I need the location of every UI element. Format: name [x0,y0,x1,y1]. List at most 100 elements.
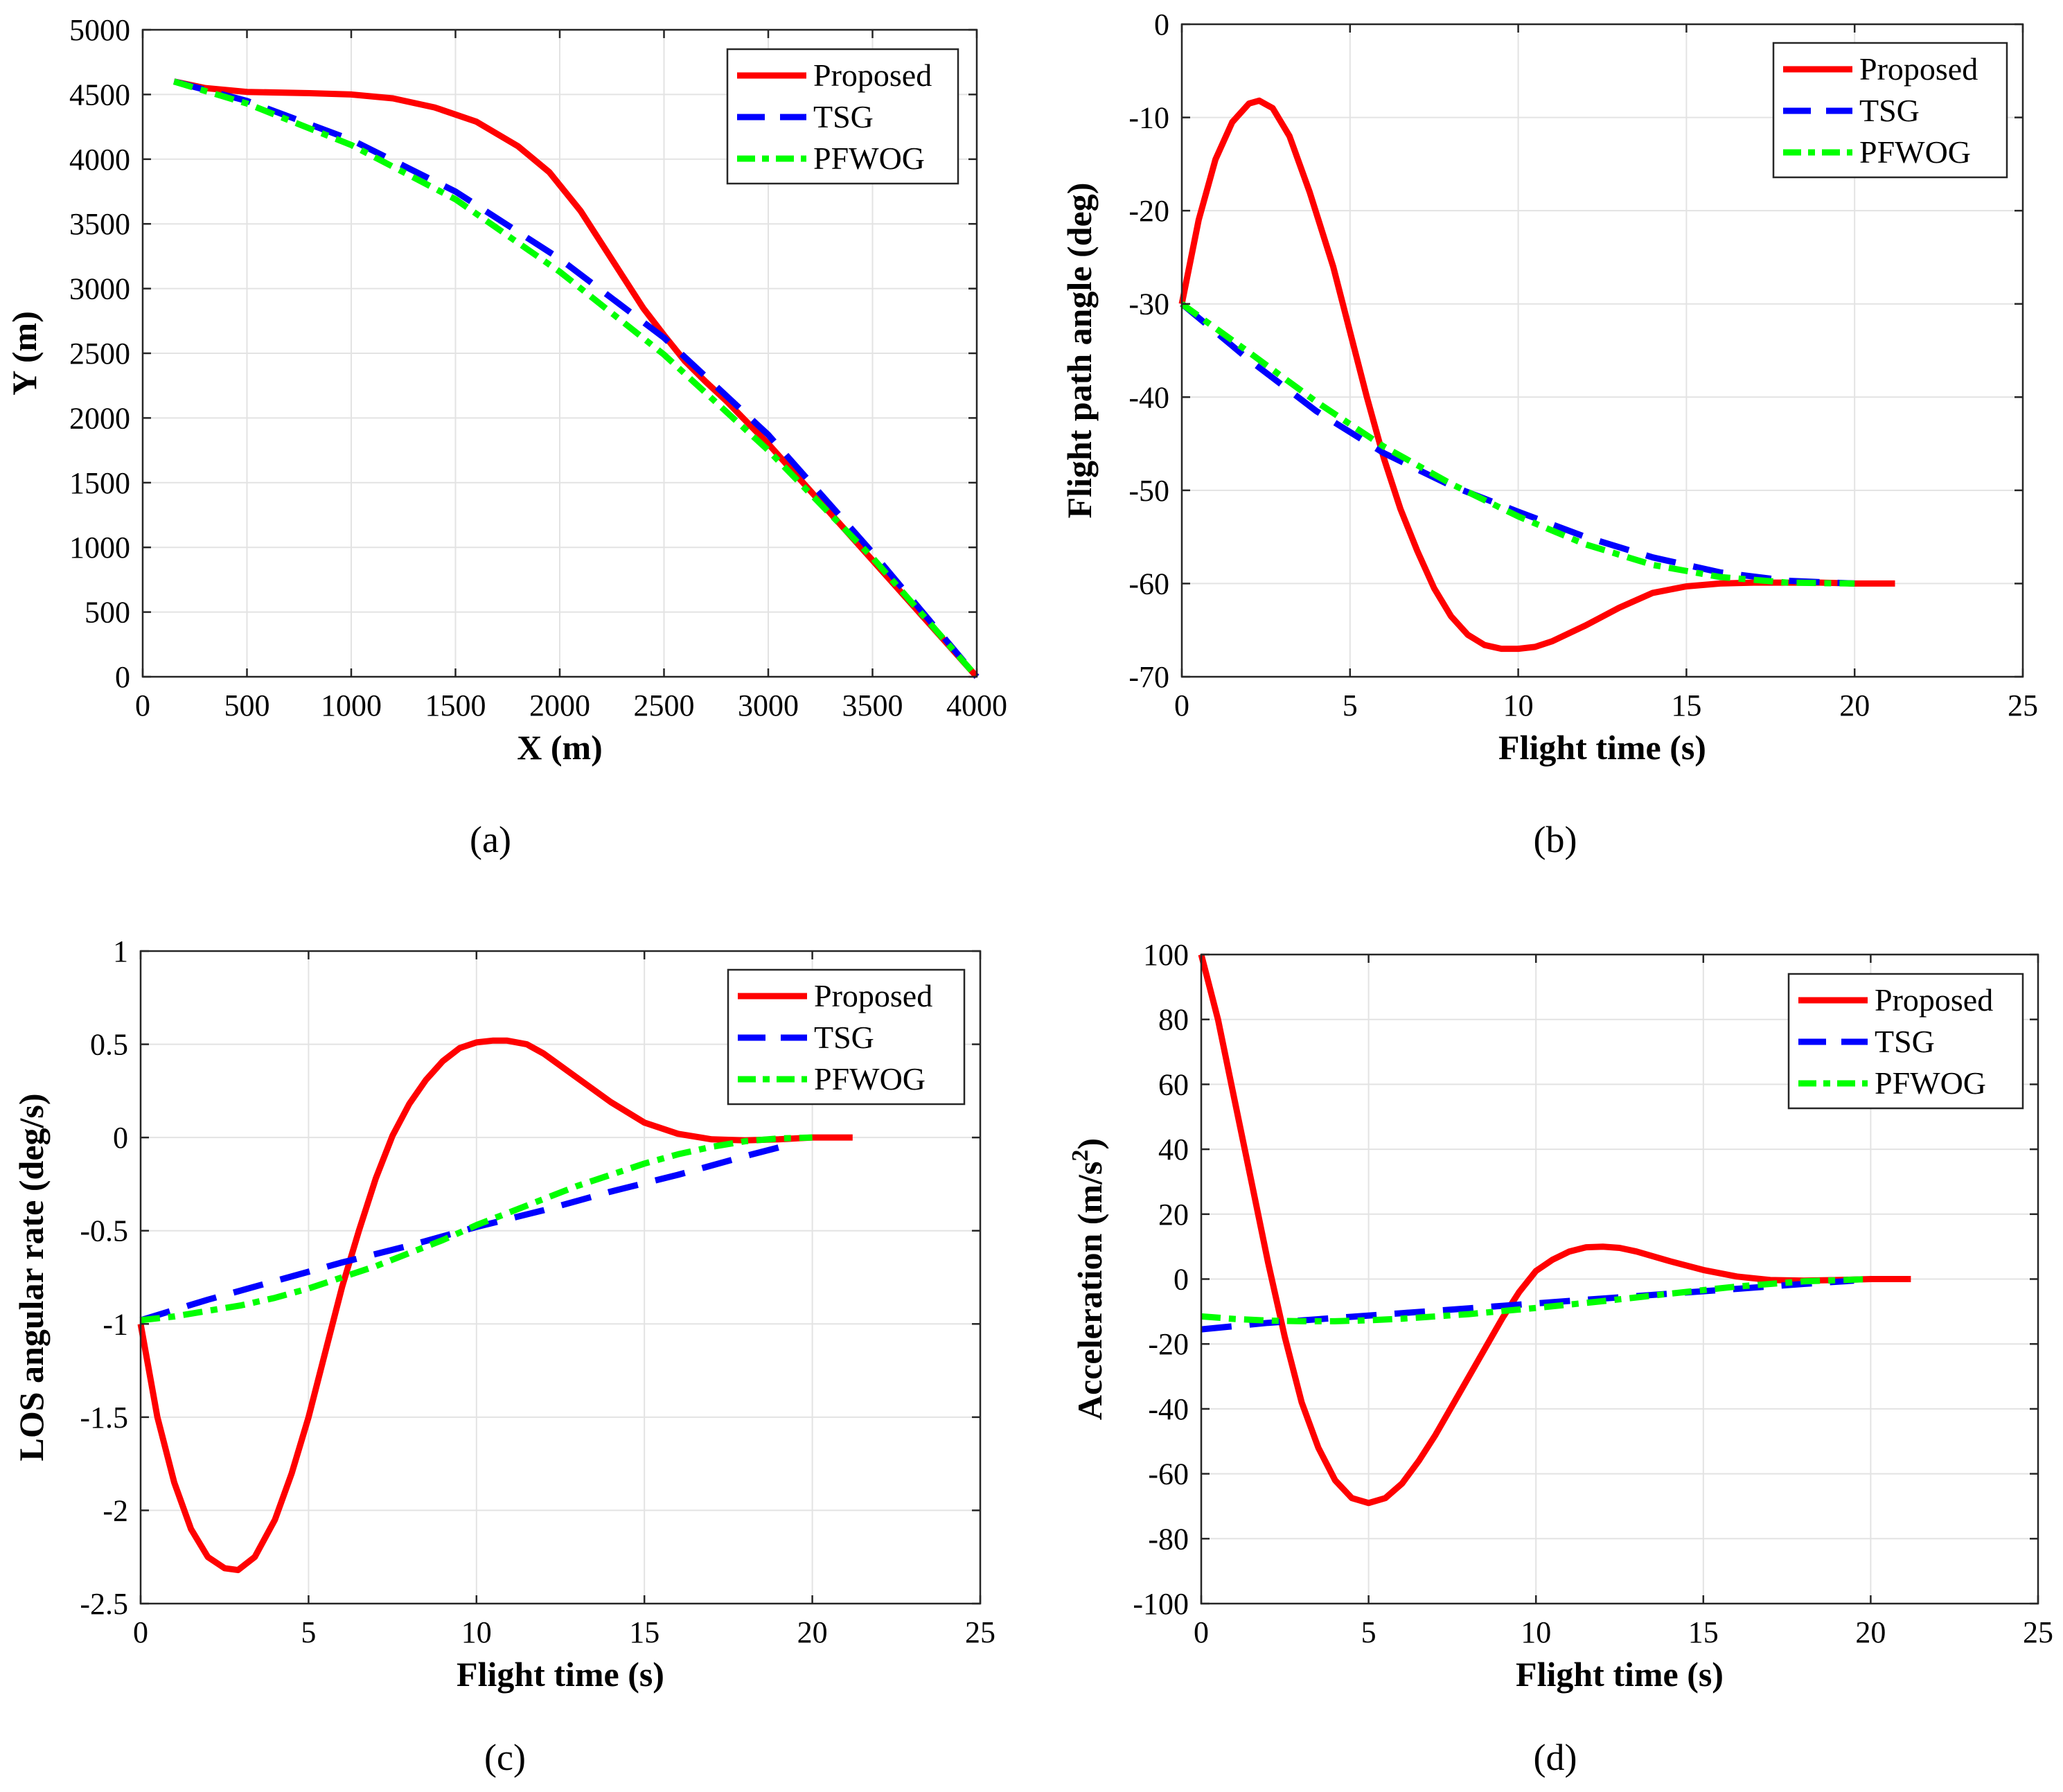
chart-panel-d: 0 5 10 15 20 25 -100 -80 -60 -40 -20 0 20 40 60 80 100 Fl… [1068,938,2053,1778]
legend-label: TSG [814,1020,874,1055]
y-tick-label: -60 [1128,567,1169,601]
x-tick-label: 500 [224,689,270,722]
legend: Proposed TSG PFWOG [727,968,966,1106]
chart-panel-a: 0 500 1000 1500 2000 2500 3000 3500 4000 0 500 1000… [5,13,1007,860]
y-tick-label: 80 [1158,1003,1189,1037]
y-tick-label: -60 [1148,1457,1189,1491]
x-tick-label: 5 [1361,1615,1376,1649]
x-tick-label: 1500 [425,689,486,722]
x-tick-label: 0 [135,689,150,722]
y-tick-label: -1 [103,1307,128,1341]
y-tick-label: 500 [85,596,130,630]
y-axis-label: Acceleration (m/s2) [1068,1138,1109,1420]
legend: Proposed TSG PFWOG [1787,973,2024,1110]
series-line-proposed [137,1037,853,1574]
y-tick-label: 0 [113,1121,128,1155]
legend-label: TSG [813,99,874,134]
y-tick-label: -40 [1148,1392,1189,1426]
series-line-pfwog [172,78,980,679]
legend-label: TSG [1875,1024,1935,1059]
x-tick-label: 1000 [321,689,382,722]
x-axis-label: Flight time (s) [1498,728,1706,767]
y-axis-label: Flight path angle (deg) [1060,183,1099,519]
legend: Proposed TSG PFWOG [1772,42,2008,179]
x-tick-label: 15 [629,1615,659,1649]
y-tick-label: -100 [1133,1587,1189,1621]
y-axis-label: Y (m) [5,311,44,396]
y-tick-label: -70 [1128,660,1169,694]
y-axis-label-tail: ) [1070,1138,1109,1150]
y-tick-label: -0.5 [80,1214,128,1248]
panel-label: (a) [470,819,511,860]
y-tick-label: 2000 [69,401,130,435]
x-tick-label: 10 [1521,1615,1551,1649]
x-tick-label: 20 [1839,689,1870,722]
chart-panel-b: 0 5 10 15 20 25 -70 -60 -50 -40 -30 -20 -10 0 Flight t… [1060,8,2038,860]
y-tick-label: 4500 [69,78,130,112]
plot-frame [139,950,982,1605]
legend-label: PFWOG [1859,134,1971,170]
x-tick-label: 15 [1671,689,1701,722]
panel-label: (d) [1534,1737,1577,1778]
x-tick-label: 4000 [946,689,1007,722]
series-line-proposed [1198,953,1911,1507]
series-line-proposed [1178,97,1895,653]
y-tick-label: 3000 [69,272,130,306]
x-tick-label: 25 [2023,1615,2053,1649]
x-tick-label: 25 [965,1615,995,1649]
y-tick-label: 100 [1143,938,1189,972]
series-line-pfwog [1201,1276,1871,1324]
legend-label: Proposed [813,57,932,93]
y-tick-label: 1 [113,934,128,968]
y-tick-label: -10 [1128,101,1169,135]
x-axis-label: Flight time (s) [1516,1655,1724,1694]
x-tick-label: 10 [461,1615,492,1649]
y-tick-label: -20 [1148,1327,1189,1361]
y-tick-label: 40 [1158,1133,1189,1166]
x-tick-label: 3000 [738,689,799,722]
x-tick-label: 15 [1688,1615,1719,1649]
plot-frame [1180,23,2024,678]
legend-label: Proposed [1859,51,1978,87]
x-tick-label: 20 [797,1615,828,1649]
panel-label: (c) [484,1737,526,1778]
y-tick-label: 3500 [69,207,130,241]
y-tick-label: -50 [1128,474,1169,508]
y-tick-label: -20 [1128,194,1169,228]
y-tick-label: 60 [1158,1067,1189,1101]
x-tick-label: 5 [301,1615,316,1649]
x-tick-label: 0 [1194,1615,1209,1649]
x-tick-label: 2000 [529,689,590,722]
legend-label: PFWOG [1875,1065,1986,1101]
y-axis-label-text: Y (m) [5,311,44,396]
y-axis-label-text: Flight path angle (deg) [1060,183,1099,519]
x-tick-label: 20 [1855,1615,1886,1649]
legend-label: TSG [1859,93,1920,128]
series-line-tsg [1180,301,1855,587]
x-tick-label: 10 [1503,689,1534,722]
y-tick-label: -80 [1148,1522,1189,1556]
y-tick-label: 0 [1154,8,1169,42]
legend-label: PFWOG [814,1061,926,1097]
panel-label: (b) [1534,819,1577,860]
legend-label: Proposed [1875,982,1993,1018]
y-tick-label: -1.5 [80,1401,128,1435]
x-tick-label: 25 [2008,689,2038,722]
y-axis-label-superscript: 2 [1068,1150,1093,1162]
x-tick-label: 0 [133,1615,148,1649]
y-tick-label: 2500 [69,337,130,371]
x-axis-label: Flight time (s) [457,1655,664,1694]
y-tick-label: -30 [1128,287,1169,321]
y-tick-label: 0 [115,660,130,694]
y-tick-label: 20 [1158,1198,1189,1232]
y-axis-label-text: Acceleration (m/s [1070,1162,1109,1420]
y-tick-label: -40 [1128,380,1169,414]
y-tick-label: 0.5 [90,1028,128,1062]
x-tick-label: 3500 [842,689,903,722]
y-tick-label: 4000 [69,143,130,177]
legend-label: PFWOG [813,141,925,176]
series-line-tsg [173,78,980,679]
x-axis-label: X (m) [517,728,603,767]
y-axis-label: LOS angular rate (deg/s) [12,1093,51,1461]
